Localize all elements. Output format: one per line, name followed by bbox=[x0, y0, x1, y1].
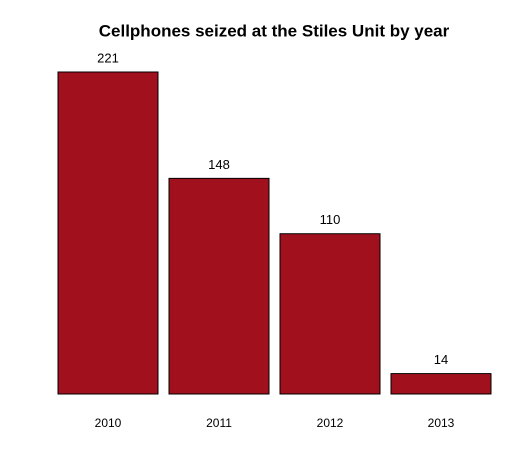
chart-title: Cellphones seized at the Stiles Unit by … bbox=[99, 21, 450, 40]
x-tick-label: 2011 bbox=[206, 416, 232, 430]
value-label: 110 bbox=[320, 212, 341, 227]
x-tick-label: 2013 bbox=[428, 416, 455, 430]
bar bbox=[279, 233, 381, 395]
value-label: 14 bbox=[434, 352, 448, 367]
value-label: 221 bbox=[97, 50, 119, 65]
x-tick-label: 2010 bbox=[95, 416, 122, 430]
value-label: 148 bbox=[208, 157, 230, 172]
bar bbox=[57, 71, 159, 395]
x-tick-label: 2012 bbox=[317, 416, 344, 430]
bar bbox=[168, 177, 270, 395]
bar bbox=[390, 373, 492, 395]
